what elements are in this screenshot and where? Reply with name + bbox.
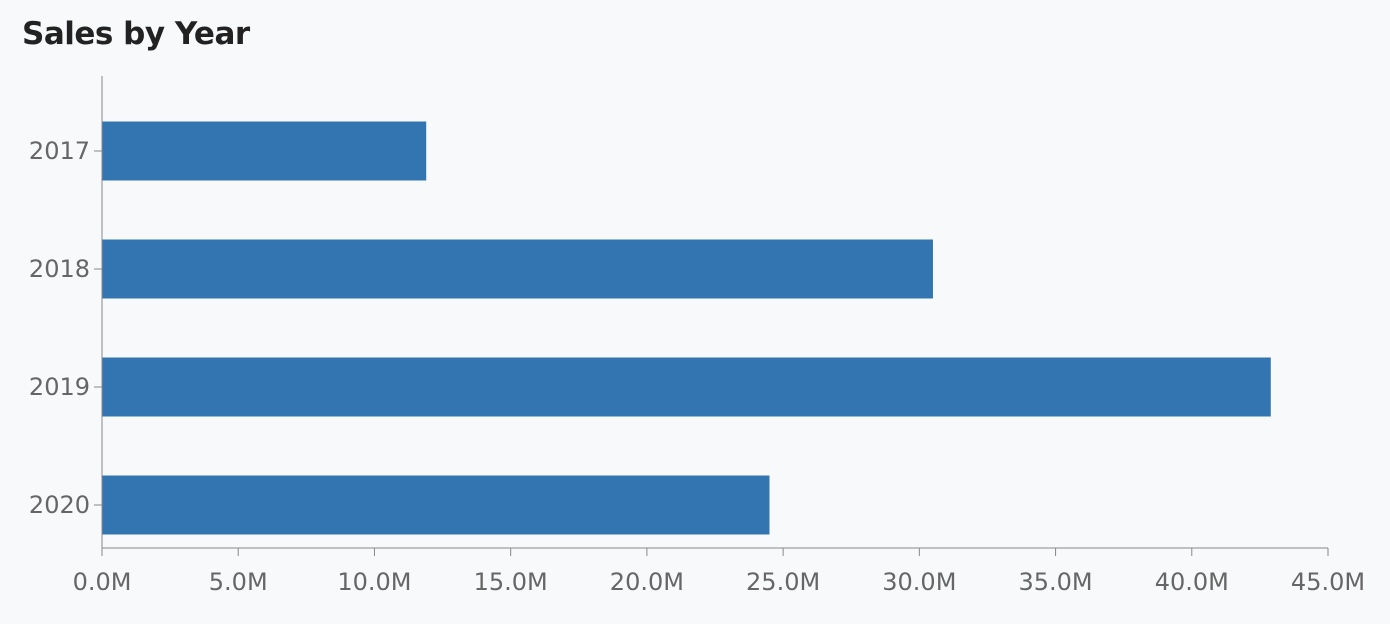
x-tick-label: 45.0M bbox=[1291, 568, 1365, 596]
bar-2017 bbox=[102, 121, 427, 181]
x-tick-label: 40.0M bbox=[1155, 568, 1229, 596]
y-tick-label: 2019 bbox=[29, 373, 90, 401]
x-tick-label: 0.0M bbox=[73, 568, 132, 596]
x-tick-label: 20.0M bbox=[610, 568, 684, 596]
x-tick-label: 5.0M bbox=[209, 568, 268, 596]
x-tick-label: 30.0M bbox=[882, 568, 956, 596]
y-tick-label: 2018 bbox=[29, 255, 90, 283]
x-tick-label: 15.0M bbox=[474, 568, 548, 596]
bar-2019 bbox=[102, 357, 1271, 417]
x-tick-label: 10.0M bbox=[337, 568, 411, 596]
chart-title: Sales by Year bbox=[22, 16, 250, 52]
x-tick-label: 35.0M bbox=[1018, 568, 1092, 596]
bar-2020 bbox=[102, 475, 770, 535]
y-tick-label: 2017 bbox=[29, 137, 90, 165]
x-tick-label: 25.0M bbox=[746, 568, 820, 596]
y-tick-label: 2020 bbox=[29, 491, 90, 519]
bar-2018 bbox=[102, 239, 933, 299]
